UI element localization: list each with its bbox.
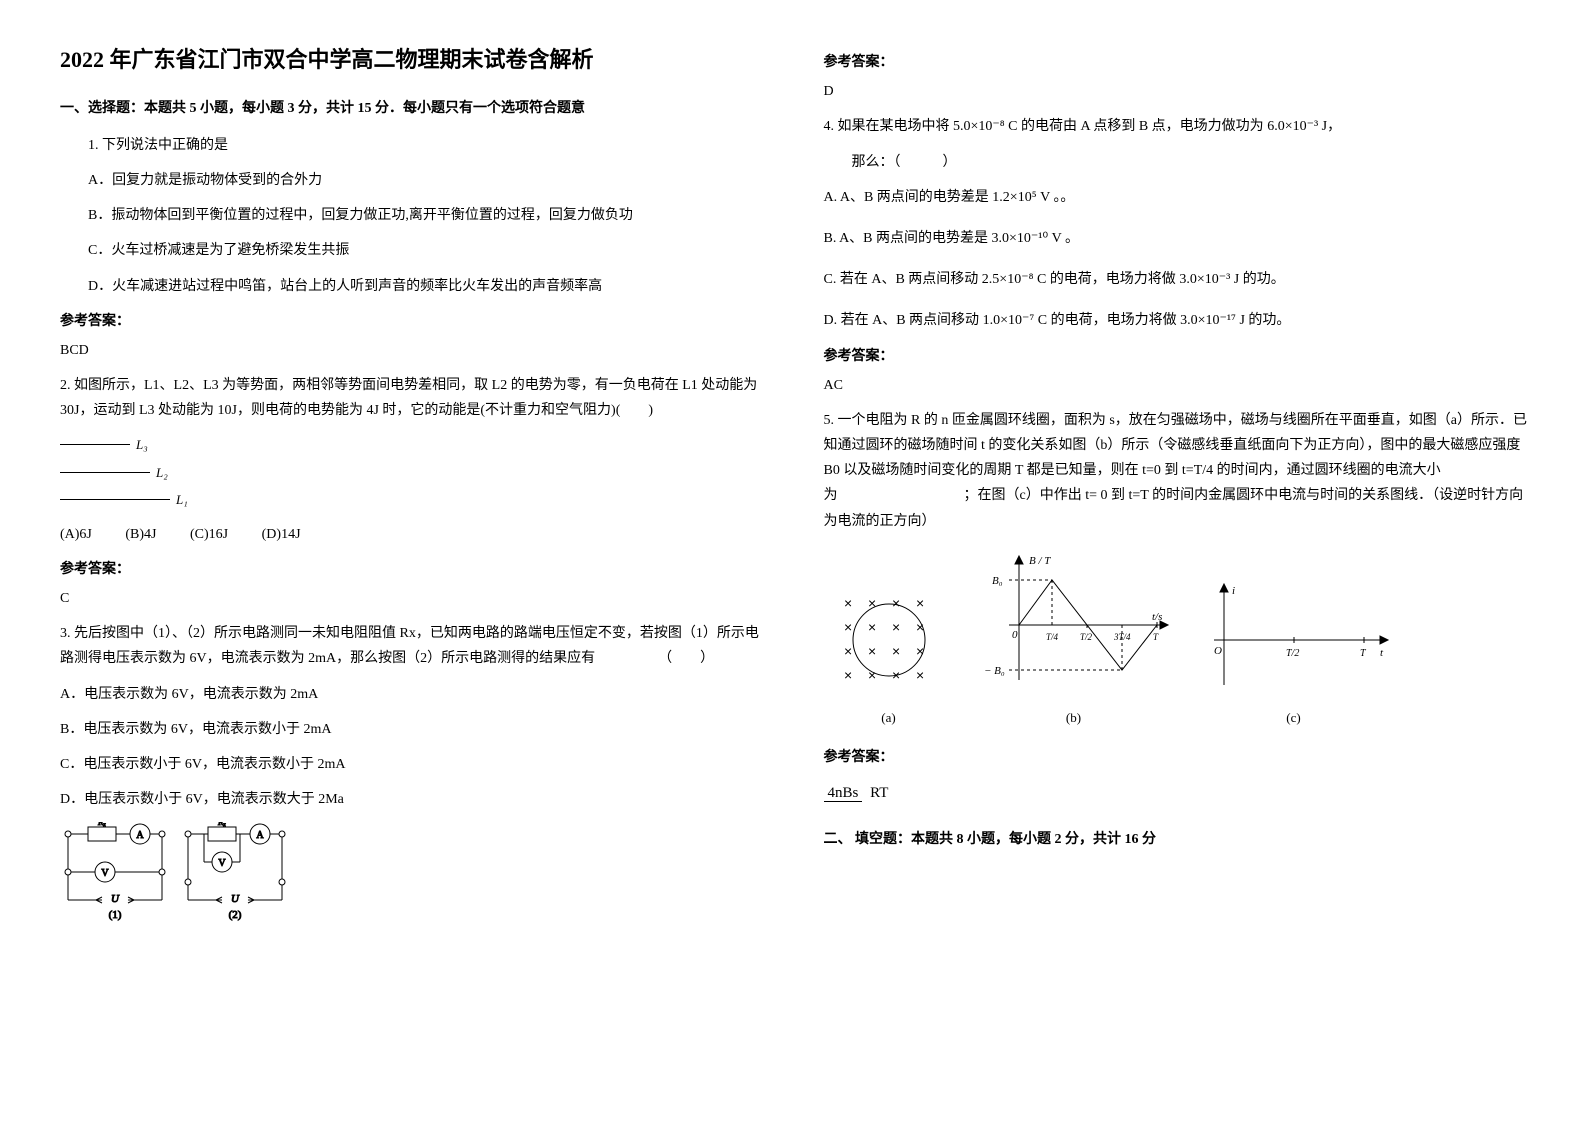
svg-text:t/s: t/s [1152,611,1162,623]
q1-answer: BCD [60,338,764,363]
svg-text:×: × [892,595,900,611]
page-title: 2022 年广东省江门市双合中学高二物理期末试卷含解析 [60,40,764,80]
svg-text:(1): (1) [109,909,122,921]
svg-text:(2): (2) [229,909,242,921]
svg-text:0: 0 [1012,629,1018,641]
svg-text:Rₓ: Rₓ [97,822,106,827]
svg-text:V: V [218,858,226,869]
svg-text:×: × [916,619,924,635]
svg-text:− B₀: − B₀ [984,665,1005,677]
q4-answer: AC [824,373,1528,398]
q5-chart-c-caption: (c) [1194,706,1394,729]
svg-text:V: V [101,868,109,879]
svg-text:T: T [1153,632,1159,642]
svg-text:Rₓ: Rₓ [217,822,226,827]
svg-text:×: × [868,643,876,659]
svg-text:×: × [916,667,924,683]
q5-chart-c: i O T/2 T t (c) [1194,580,1394,729]
q5-charts: × × × × × × × × × × × × × × × × (a) [824,550,1528,729]
q3-stem: 3. 先后按图中（1）、（2）所示电路测同一未知电阻阻值 Rx，已知两电路的路端… [60,621,764,671]
q1-optA: A．回复力就是振动物体受到的合外力 [60,168,764,193]
right-column: 参考答案： D 4. 如果在某电场中将 5.0×10⁻⁸ C 的电荷由 A 点移… [824,40,1528,932]
q1-answer-label: 参考答案： [60,309,764,334]
q2-optD: (D)14J [262,522,301,547]
q5-answer: 4nBs RT [824,780,1528,807]
q5-chart-a: × × × × × × × × × × × × × × × × (a) [824,580,954,729]
q1-stem: 1. 下列说法中正确的是 [60,133,764,158]
q4-optA: A. A、B 两点间的电势差是 1.2×10⁵ V 。。 [824,185,1528,210]
q4-stem: 4. 如果在某电场中将 5.0×10⁻⁸ C 的电荷由 A 点移到 B 点，电场… [824,114,1528,139]
q2-l1-label: L₁ [176,488,188,511]
svg-text:×: × [892,619,900,635]
svg-text:T: T [1360,648,1367,659]
svg-text:3T/4: 3T/4 [1113,632,1131,642]
svg-text:T/4: T/4 [1046,632,1059,642]
q2-l3-label: L₃ [136,433,148,456]
q5-answer-num: 4nBs [824,785,863,802]
q2-diagram: L₃ L₂ L₁ [60,433,764,511]
q2-optA: (A)6J [60,522,92,547]
q5-stem: 5. 一个电阻为 R 的 n 匝金属圆环线圈，面积为 s，放在匀强磁场中，磁场与… [824,408,1528,534]
q4-optC: C. 若在 A、B 两点间移动 2.5×10⁻⁸ C 的电荷，电场力将做 3.0… [824,267,1528,292]
q3-optB: B．电压表示数为 6V，电流表示数小于 2mA [60,717,764,742]
svg-text:×: × [844,595,852,611]
q3-optC: C．电压表示数小于 6V，电流表示数小于 2mA [60,752,764,777]
q3-answer: D [824,79,1528,104]
q2-optC: (C)16J [190,522,228,547]
q5-chart-b: B / T B₀ − B₀ 0 T/4 T/2 3T/4 T t/s (b) [974,550,1174,729]
section1-header: 一、选择题：本题共 5 小题，每小题 3 分，共计 15 分．每小题只有一个选项… [60,96,764,121]
svg-text:t: t [1380,647,1384,659]
svg-text:A: A [136,830,144,841]
q3-optD: D．电压表示数小于 6V，电流表示数大于 2Ma [60,787,764,812]
q5-chart-b-caption: (b) [974,706,1174,729]
section2-header: 二、 填空题：本题共 8 小题，每小题 2 分，共计 16 分 [824,827,1528,852]
svg-text:×: × [868,667,876,683]
svg-text:O: O [1214,645,1222,657]
svg-text:T/2: T/2 [1286,648,1299,659]
q3-optA: A．电压表示数为 6V，电流表示数为 2mA [60,682,764,707]
q2-stem: 2. 如图所示，L1、L2、L3 为等势面，两相邻等势面间电势差相同，取 L2 … [60,373,764,423]
svg-text:i: i [1232,585,1235,597]
q4-optB: B. A、B 两点间的电势差是 3.0×10⁻¹⁰ V 。 [824,226,1528,251]
svg-text:T/2: T/2 [1080,632,1093,642]
svg-text:U: U [111,893,120,905]
q4-blank: 那么：（ ） [824,150,1528,175]
q2-answer-label: 参考答案： [60,557,764,582]
q4-answer-label: 参考答案： [824,344,1528,369]
q2-optB: (B)4J [125,522,156,547]
svg-text:B₀: B₀ [992,575,1003,587]
q1-optB: B．振动物体回到平衡位置的过程中，回复力做正功,离开平衡位置的过程，回复力做负功 [60,203,764,228]
svg-text:×: × [916,595,924,611]
q5-answer-den: RT [866,785,892,801]
q2-options: (A)6J (B)4J (C)16J (D)14J [60,522,764,547]
svg-text:A: A [256,830,264,841]
svg-text:U: U [231,893,240,905]
svg-text:×: × [844,643,852,659]
q5-chart-a-caption: (a) [824,706,954,729]
svg-text:×: × [844,667,852,683]
svg-text:×: × [868,619,876,635]
svg-text:×: × [868,595,876,611]
svg-text:B / T: B / T [1029,555,1051,567]
svg-text:×: × [892,667,900,683]
left-column: 2022 年广东省江门市双合中学高二物理期末试卷含解析 一、选择题：本题共 5 … [60,40,764,932]
q3-circuit-diagram: A Rₓ V U (1) [60,822,290,932]
q2-l2-label: L₂ [156,461,168,484]
q1-optD: D．火车减速进站过程中鸣笛，站台上的人听到声音的频率比火车发出的声音频率高 [60,274,764,299]
svg-text:×: × [892,643,900,659]
q1-optC: C．火车过桥减速是为了避免桥梁发生共振 [60,238,764,263]
q3-answer-label: 参考答案： [824,50,1528,75]
q2-answer: C [60,586,764,611]
svg-text:×: × [844,619,852,635]
svg-text:×: × [916,643,924,659]
q5-answer-label: 参考答案： [824,745,1528,770]
q4-optD: D. 若在 A、B 两点间移动 1.0×10⁻⁷ C 的电荷，电场力将做 3.0… [824,308,1528,333]
